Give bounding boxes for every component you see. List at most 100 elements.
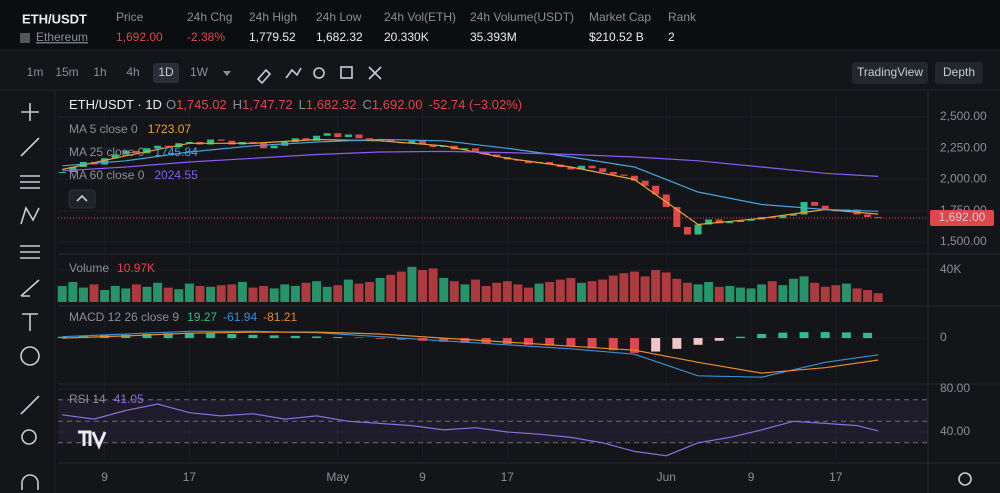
stat-label: 24h High [249, 10, 297, 24]
volume-bar [68, 282, 78, 302]
candle [683, 227, 691, 235]
ruler-tool[interactable] [20, 395, 40, 415]
x-tick-label: 9 [419, 470, 426, 484]
zoom-tool[interactable] [21, 429, 37, 445]
volume-bar [354, 283, 364, 302]
candle [185, 142, 193, 144]
magnet-tool[interactable] [21, 474, 39, 490]
volume-bar [831, 285, 841, 302]
volume-bar [312, 281, 322, 302]
macd-hist [333, 336, 343, 339]
stats: Price 1,692.00 24h Chg -2.38% 24h High 1,779.… [116, 10, 697, 44]
volume-label: Volume 10.97K [69, 261, 155, 275]
indicator-icon[interactable] [285, 67, 302, 79]
macd-hist [460, 338, 470, 343]
line-tool[interactable] [20, 137, 40, 157]
volume-bar [343, 279, 353, 302]
brush-tool[interactable] [20, 279, 40, 297]
interval[interactable]: 15m [55, 65, 78, 79]
text-tool[interactable] [22, 313, 38, 331]
candle [344, 134, 352, 137]
interval-dropdown[interactable] [223, 71, 231, 76]
stat-label: Price [116, 10, 144, 24]
macd-hist [184, 332, 194, 339]
view-button[interactable]: Depth [943, 65, 975, 79]
macd-hist [502, 338, 512, 344]
volume-title: Volume [69, 261, 109, 275]
candle [101, 158, 109, 165]
draw-icon[interactable] [256, 68, 272, 85]
volume-bar [714, 286, 724, 302]
volume-bar [57, 286, 67, 302]
x-tick-label: May [326, 470, 349, 484]
y-tick-label: 0 [940, 330, 947, 344]
x-tick-label: Jun [657, 470, 676, 484]
candle [58, 172, 66, 173]
c-label: C [363, 97, 372, 112]
stat-label: Rank [668, 10, 697, 24]
fullscreen-icon[interactable] [368, 66, 382, 80]
legend: ETH/USDT · 1D O1,745.02 H1,747.72 L1,682.32… [68, 97, 522, 406]
measure-tool[interactable] [20, 245, 40, 259]
candle [461, 148, 469, 150]
candle [482, 152, 490, 155]
volume-bar [873, 293, 883, 302]
stat-value: 2 [668, 30, 675, 44]
volume-bar [131, 284, 141, 302]
h-value: 1,747.72 [242, 97, 293, 112]
volume-bar [280, 284, 290, 302]
volume-bar [184, 283, 194, 302]
candle [705, 219, 713, 225]
stat-value: 1,779.52 [249, 30, 296, 44]
fib-tool[interactable] [20, 175, 40, 189]
candle [429, 144, 437, 147]
volume-bar [269, 288, 279, 302]
ma-label: MA 5 close 0 1723.07 [69, 122, 191, 136]
interval[interactable]: 1D [158, 65, 174, 79]
candle [217, 139, 225, 141]
x-tick-label: 17 [501, 470, 515, 484]
interval[interactable]: 4h [126, 65, 139, 79]
save-icon[interactable] [340, 66, 353, 79]
volume-bar [195, 286, 205, 302]
macd-hist [312, 336, 322, 339]
volume-bar [820, 286, 830, 302]
rsi-title: RSI 14 [69, 392, 106, 406]
candle [821, 205, 829, 210]
candle [376, 139, 384, 141]
y-tick-label: 2,500.00 [940, 109, 987, 123]
interval[interactable]: 1W [190, 65, 209, 79]
signal-value: -81.21 [263, 310, 297, 324]
volume-bar [767, 281, 777, 302]
candle [715, 219, 723, 224]
settings-gear[interactable] [958, 472, 972, 486]
collapse-button[interactable] [68, 189, 96, 209]
settings-icon[interactable] [313, 67, 325, 79]
emoji-tool[interactable] [20, 346, 40, 366]
volume-bar [418, 270, 428, 302]
x-tick-label: 9 [101, 470, 108, 484]
volume-bar [449, 281, 459, 302]
l-label: L [299, 97, 306, 112]
macd-hist [523, 338, 533, 345]
candle [228, 140, 236, 145]
view-button[interactable]: TradingView [857, 65, 923, 79]
volume-bar [216, 285, 226, 302]
volume-bar [735, 287, 745, 302]
volume-bar [365, 282, 375, 302]
price-tag-bg [930, 210, 994, 226]
volume-bar [174, 289, 184, 302]
macd-hist [290, 335, 300, 339]
symbol: ETH/USDT · 1D [69, 97, 162, 112]
interval[interactable]: 1m [27, 65, 44, 79]
candle [154, 145, 162, 149]
candle [291, 138, 299, 142]
interval[interactable]: 1h [93, 65, 106, 79]
crosshair-tool[interactable] [21, 103, 39, 121]
volume-bar [672, 278, 682, 302]
pattern-tool[interactable] [20, 206, 40, 225]
candle [472, 148, 480, 152]
volume-bar [746, 288, 756, 302]
coin-name[interactable]: Ethereum [36, 30, 88, 44]
ma-name: MA 60 close 0 [69, 168, 145, 182]
